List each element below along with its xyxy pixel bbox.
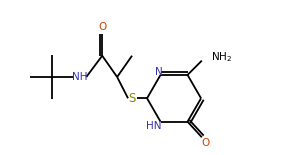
Text: NH: NH <box>72 72 87 82</box>
Text: NH$_2$: NH$_2$ <box>211 50 232 64</box>
Text: N: N <box>155 67 162 77</box>
Text: S: S <box>128 92 136 105</box>
Text: HN: HN <box>146 121 161 131</box>
Text: O: O <box>202 138 210 148</box>
Text: O: O <box>98 22 106 32</box>
